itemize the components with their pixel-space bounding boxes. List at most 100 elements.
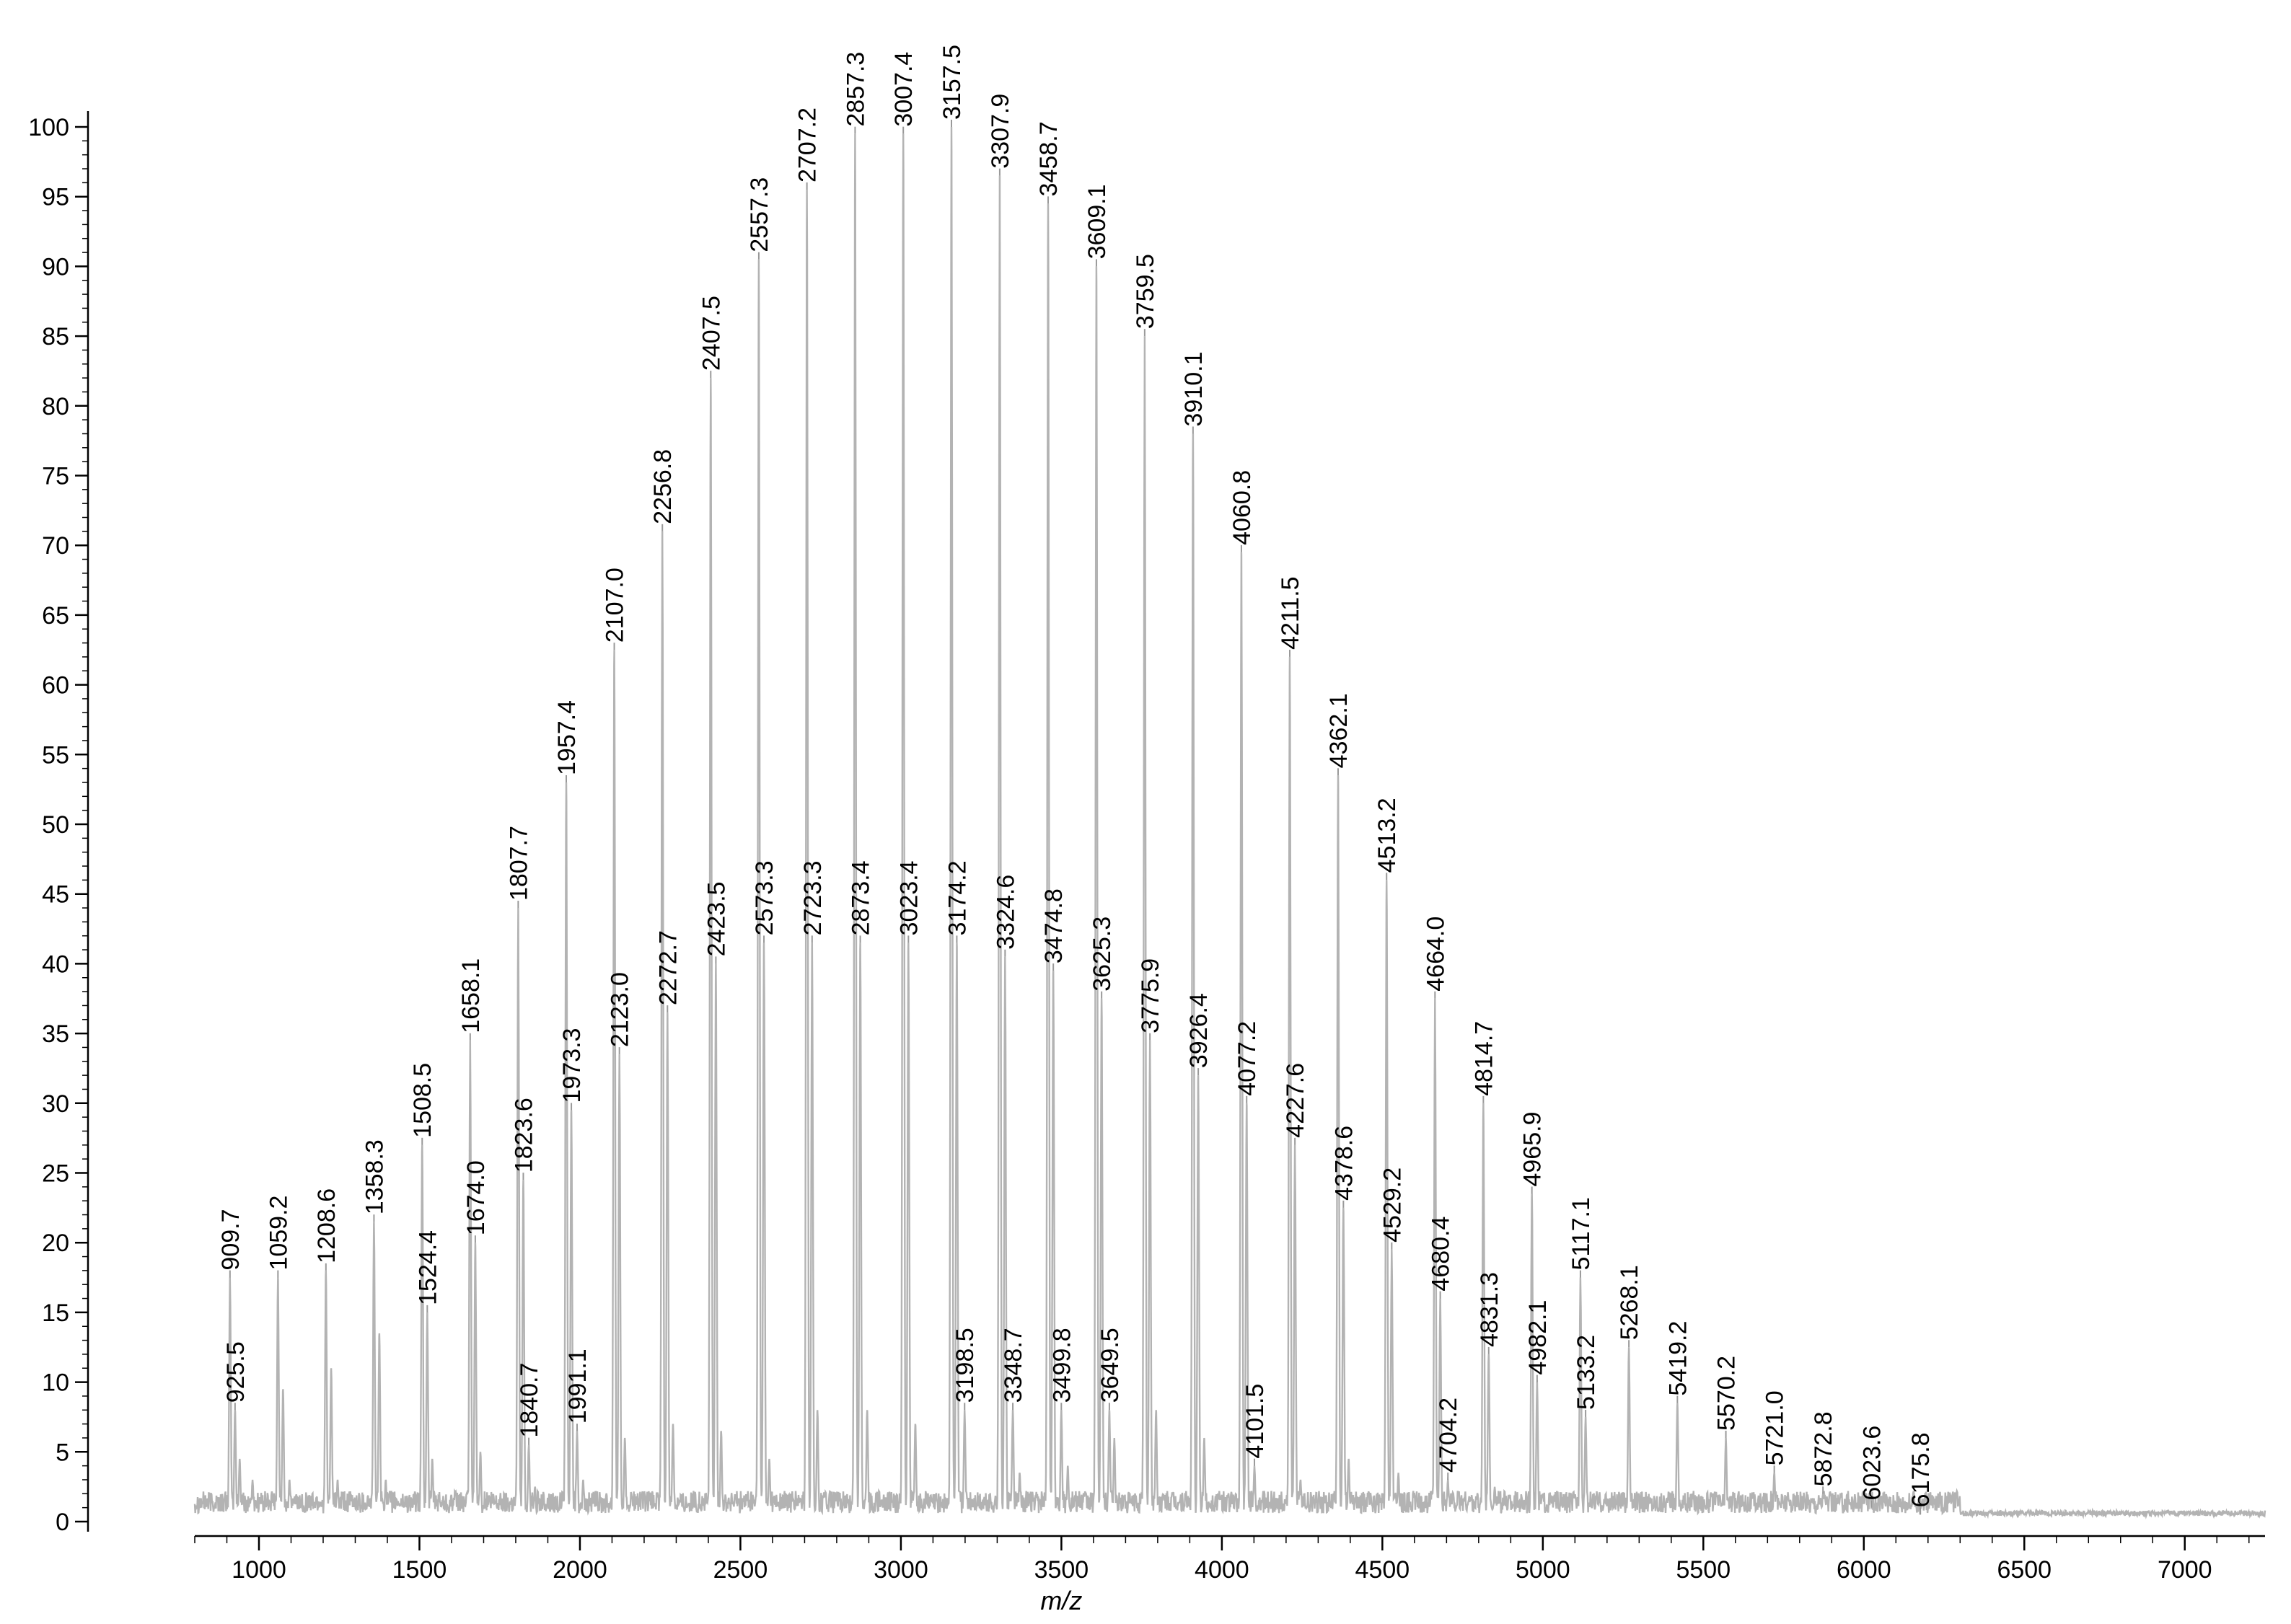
y-tick-label: 65 (42, 602, 69, 630)
peak-label: 3775.9 (1137, 958, 1164, 1033)
x-tick-label: 7000 (2158, 1556, 2212, 1584)
peak-label: 2107.0 (602, 568, 629, 643)
peak-label: 1059.2 (265, 1196, 292, 1271)
peak-label: 4982.1 (1524, 1300, 1552, 1375)
peak-label: 2407.5 (698, 296, 725, 371)
y-tick-label: 15 (42, 1299, 69, 1327)
peak-label: 909.7 (217, 1209, 245, 1270)
y-tick-label: 90 (42, 253, 69, 281)
peak-label: 3926.4 (1185, 993, 1213, 1068)
y-tick-label: 45 (42, 881, 69, 909)
peak-label: 1508.5 (409, 1063, 436, 1138)
peak-label: 4704.2 (1435, 1398, 1462, 1473)
peak-label: 6175.8 (1907, 1432, 1935, 1507)
peak-label: 3157.5 (938, 45, 966, 120)
x-tick-label: 5500 (1676, 1556, 1731, 1584)
peak-label: 4211.5 (1277, 576, 1304, 649)
peak-label: 4831.3 (1476, 1272, 1503, 1347)
peak-label: 1208.6 (313, 1188, 340, 1263)
y-tick-label: 35 (42, 1020, 69, 1048)
peak-label: 4814.7 (1470, 1021, 1498, 1096)
peak-label: 3174.2 (944, 860, 971, 935)
peak-label: 925.5 (222, 1341, 250, 1403)
peak-label: 2256.8 (649, 449, 677, 524)
x-tick-label: 2000 (553, 1556, 607, 1584)
peak-label: 3307.9 (987, 94, 1014, 169)
x-tick-label: 6000 (1837, 1556, 1891, 1584)
peak-label: 3649.5 (1096, 1328, 1124, 1403)
y-tick-label: 95 (42, 184, 69, 211)
peak-label: 1973.3 (558, 1028, 586, 1103)
peak-label: 3023.4 (895, 860, 923, 935)
peak-label: 2723.3 (799, 860, 827, 935)
x-tick-label: 1000 (232, 1556, 286, 1584)
peak-label: 5721.0 (1762, 1390, 1789, 1465)
peak-label: 4664.0 (1422, 917, 1449, 992)
peak-label: 2557.3 (746, 177, 773, 252)
peak-label: 1807.7 (505, 826, 532, 901)
peak-label: 2873.4 (848, 860, 875, 935)
peak-label: 2272.7 (654, 930, 682, 1005)
y-tick-label: 55 (42, 741, 69, 769)
y-tick-label: 100 (28, 114, 69, 141)
peak-label: 2573.3 (751, 860, 778, 935)
x-tick-label: 3000 (874, 1556, 928, 1584)
peak-label: 3007.4 (890, 52, 918, 127)
peak-label: 3759.5 (1132, 254, 1159, 329)
y-tick-label: 40 (42, 950, 69, 978)
axes: 0 5 10 15 20 25 30 35 40 45 50 55 60 65 70 75 80 85 90 95 10… (28, 111, 2265, 1584)
spectrum-trace (193, 126, 2266, 1519)
peak-label: 1524.4 (414, 1230, 441, 1305)
x-tick-label: 5000 (1516, 1556, 1570, 1584)
peak-label: 4680.4 (1428, 1217, 1455, 1292)
x-tick-label: 3500 (1034, 1556, 1089, 1584)
peak-label: 4101.5 (1241, 1384, 1269, 1459)
x-tick-label: 2500 (713, 1556, 768, 1584)
x-tick-label: 4000 (1195, 1556, 1249, 1584)
y-tick-label: 10 (42, 1369, 69, 1397)
y-tick-label: 25 (42, 1160, 69, 1188)
peak-label: 2857.3 (842, 52, 869, 127)
peak-label: 3499.8 (1048, 1328, 1076, 1403)
y-tick-label: 50 (42, 811, 69, 839)
x-tick-label: 1500 (392, 1556, 447, 1584)
peak-label: 3348.7 (1000, 1328, 1027, 1403)
peak-label: 2707.2 (794, 107, 822, 182)
peak-label: 4378.6 (1330, 1126, 1358, 1201)
peak-label: 3474.8 (1040, 888, 1068, 963)
peak-label: 1358.3 (361, 1139, 388, 1214)
peak-label: 4513.2 (1373, 798, 1401, 873)
x-tick-label: 4500 (1355, 1556, 1410, 1584)
peak-label: 3458.7 (1035, 121, 1063, 196)
y-tick-label: 0 (56, 1509, 69, 1536)
peak-label: 1823.6 (510, 1098, 537, 1173)
y-tick-label: 70 (42, 532, 69, 560)
peak-label: 1957.4 (553, 700, 581, 775)
peak-label: 4529.2 (1378, 1168, 1406, 1243)
peak-label: 1658.1 (457, 958, 485, 1033)
peak-label: 2123.0 (607, 972, 634, 1047)
peak-label: 2423.5 (703, 881, 730, 956)
y-tick-label: 5 (56, 1439, 69, 1466)
y-tick-label: 80 (42, 393, 69, 420)
spectrum-layer (193, 126, 2266, 1519)
peak-label: 5570.2 (1713, 1356, 1741, 1431)
peak-label: 5133.2 (1573, 1335, 1600, 1410)
peak-label: 1991.1 (564, 1349, 592, 1424)
peak-label: 4077.2 (1234, 1021, 1261, 1096)
peak-label: 4362.1 (1325, 693, 1353, 768)
peak-label-layer: 909.7 925.5 1059.2 1208.6 1358.3 1508.5 1524.4… (217, 45, 1935, 1515)
peak-label: 1840.7 (516, 1363, 543, 1438)
peak-label: 3324.6 (992, 875, 1019, 950)
peak-label: 3198.5 (951, 1328, 979, 1403)
y-tick-label: 60 (42, 672, 69, 700)
peak-label: 4965.9 (1519, 1112, 1547, 1187)
peak-label: 3910.1 (1180, 351, 1208, 426)
y-tick-label: 20 (42, 1230, 69, 1257)
peak-label: 3609.1 (1083, 184, 1111, 259)
peak-label: 3625.3 (1089, 917, 1116, 992)
peak-label: 4060.8 (1228, 470, 1256, 545)
peak-label: 6023.6 (1858, 1426, 1886, 1501)
peak-label: 5872.8 (1810, 1411, 1837, 1486)
